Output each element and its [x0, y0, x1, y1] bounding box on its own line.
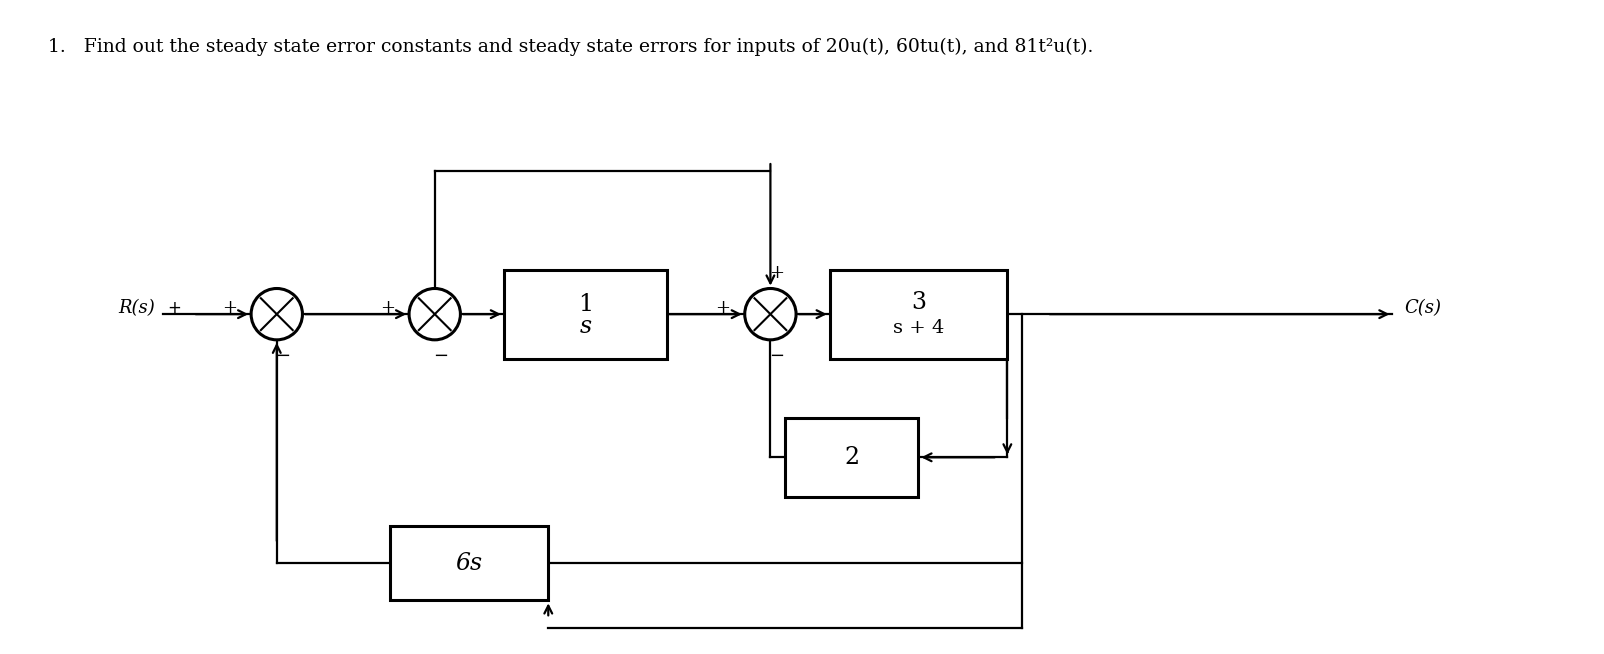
- Text: C(s): C(s): [1404, 300, 1442, 317]
- Bar: [390, 526, 549, 600]
- Text: 3: 3: [911, 291, 926, 314]
- Bar: [786, 418, 919, 497]
- Text: s + 4: s + 4: [893, 319, 945, 337]
- Text: +: +: [380, 300, 395, 317]
- Text: −: −: [433, 347, 448, 365]
- Circle shape: [409, 288, 460, 340]
- Text: +: +: [221, 300, 237, 317]
- Text: −: −: [276, 347, 290, 365]
- Text: +: +: [715, 300, 730, 317]
- Circle shape: [744, 288, 796, 340]
- Bar: [829, 269, 1007, 358]
- Text: 2: 2: [844, 446, 860, 469]
- Text: R(s): R(s): [119, 300, 156, 317]
- Bar: [504, 269, 667, 358]
- Text: 1: 1: [577, 293, 593, 316]
- Text: +: +: [768, 264, 784, 282]
- Text: −: −: [768, 347, 784, 365]
- Text: +: +: [167, 300, 181, 317]
- Text: s: s: [579, 315, 592, 339]
- Text: 6s: 6s: [456, 552, 483, 575]
- Text: 1.   Find out the steady state error constants and steady state errors for input: 1. Find out the steady state error const…: [48, 38, 1092, 56]
- Circle shape: [252, 288, 303, 340]
